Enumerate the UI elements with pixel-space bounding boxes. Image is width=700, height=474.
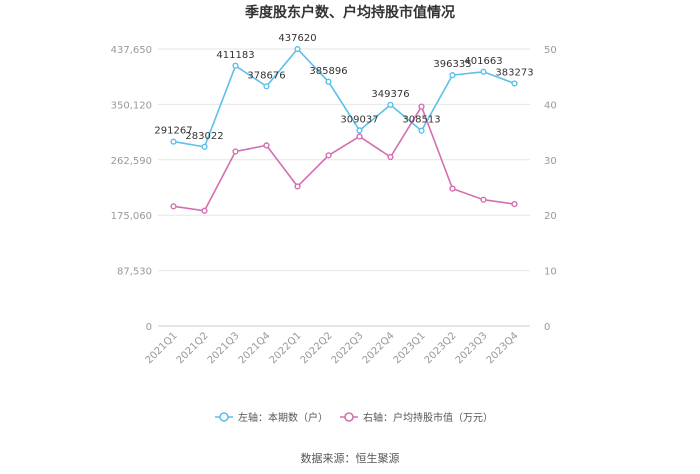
gridlines [158, 48, 530, 327]
data-point-1[interactable] [356, 127, 363, 134]
data-point-1[interactable] [387, 101, 394, 108]
data-point-1[interactable] [449, 72, 456, 79]
right-tick-label: 0 [544, 322, 550, 333]
x-tick-label: 2023Q2 [423, 330, 459, 366]
data-point-2[interactable] [418, 103, 425, 110]
left-tick-label: 0 [146, 322, 152, 333]
data-point-1[interactable] [480, 68, 487, 75]
x-tick-label: 2022Q4 [361, 330, 397, 366]
data-point-2[interactable] [294, 183, 301, 190]
data-label: 309037 [340, 114, 378, 125]
right-tick-label: 50 [544, 45, 557, 56]
left-axis-ticks: 0 87,530 175,060 262,590 350,120 437,650 [111, 45, 152, 333]
x-tick-label: 2021Q3 [206, 330, 242, 366]
x-tick-label: 2022Q1 [268, 330, 304, 366]
x-tick-label: 2022Q2 [299, 330, 335, 366]
data-point-2[interactable] [232, 148, 239, 155]
series-line-1 [173, 47, 515, 148]
left-tick-label: 87,530 [117, 267, 152, 278]
data-label: 378676 [247, 70, 285, 81]
data-label: 396335 [433, 59, 471, 70]
data-label: 349376 [371, 89, 409, 100]
data-point-1[interactable] [201, 143, 208, 150]
data-label: 383273 [495, 67, 533, 78]
legend-swatch-marker [344, 412, 354, 422]
x-tick-label: 2023Q3 [454, 330, 490, 366]
data-label: 437620 [278, 33, 316, 44]
x-tick-label: 2023Q1 [392, 330, 428, 366]
data-point-1[interactable] [418, 127, 425, 134]
data-point-2[interactable] [325, 152, 332, 159]
x-tick-label: 2021Q1 [144, 330, 180, 366]
data-point-2[interactable] [480, 196, 487, 203]
legend-label: 右轴：户均持股市值（万元） [363, 411, 493, 424]
left-tick-label: 262,590 [111, 156, 152, 167]
data-point-1[interactable] [170, 138, 177, 145]
data-point-2[interactable] [387, 153, 394, 161]
right-tick-label: 30 [544, 156, 557, 167]
data-point-2[interactable] [201, 207, 208, 214]
data-label: 385896 [309, 66, 347, 77]
x-tick-label: 2023Q4 [485, 330, 521, 366]
data-point-2[interactable] [449, 185, 456, 192]
data-point-1[interactable] [325, 78, 332, 85]
legend-label: 左轴：本期数（户） [238, 411, 328, 424]
data-point-1[interactable] [294, 45, 301, 53]
series-line-2 [173, 104, 515, 212]
data-label: 291267 [154, 126, 192, 137]
data-label: 283022 [185, 131, 223, 142]
left-tick-label: 437,650 [111, 45, 152, 56]
legend-swatch-marker [219, 412, 229, 422]
data-point-2[interactable] [263, 142, 270, 149]
data-point-1[interactable] [511, 80, 518, 87]
left-tick-label: 175,060 [111, 211, 152, 222]
x-axis-ticks: 2021Q12021Q22021Q32021Q42022Q12022Q22022… [144, 330, 521, 366]
data-label: 308513 [402, 115, 440, 126]
data-point-2[interactable] [511, 201, 518, 208]
data-source: 数据来源：恒生聚源 [301, 451, 400, 465]
data-point-2[interactable] [356, 133, 363, 140]
data-point-1[interactable] [232, 62, 239, 69]
left-tick-label: 350,120 [111, 100, 152, 111]
data-label: 401663 [464, 56, 502, 67]
right-tick-label: 20 [544, 211, 557, 222]
legend-item-2[interactable]: 右轴：户均持股市值（万元） [340, 411, 493, 424]
data-point-1[interactable] [263, 83, 270, 90]
data-point-2[interactable] [170, 203, 177, 210]
chart-title: 季度股东户数、户均持股市值情况 [244, 4, 455, 21]
series-points [170, 45, 518, 214]
legend-item-1[interactable]: 左轴：本期数（户） [215, 411, 328, 424]
right-tick-label: 10 [544, 267, 557, 278]
x-tick-label: 2022Q3 [330, 330, 366, 366]
series-lines [173, 47, 515, 212]
x-tick-label: 2021Q2 [175, 330, 211, 366]
right-axis-ticks: 0 10 20 30 40 50 [544, 45, 557, 333]
x-tick-label: 2021Q4 [237, 330, 273, 366]
right-tick-label: 40 [544, 100, 557, 111]
data-label: 411183 [216, 50, 254, 61]
legend[interactable]: 左轴：本期数（户） 右轴：户均持股市值（万元） [215, 411, 493, 424]
